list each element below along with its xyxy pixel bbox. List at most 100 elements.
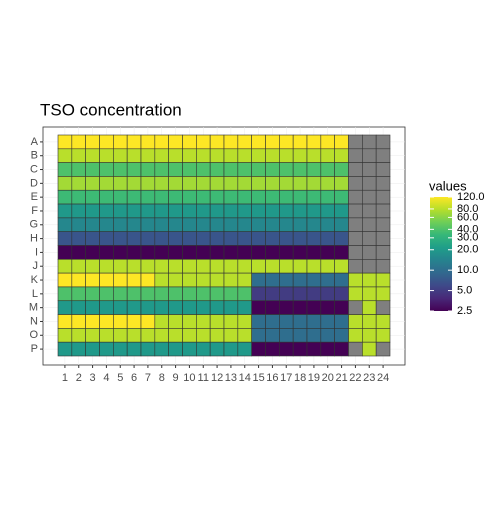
tile xyxy=(71,341,86,357)
tile xyxy=(168,203,183,219)
tile xyxy=(154,314,169,329)
tile xyxy=(196,134,211,150)
tile xyxy=(71,162,86,177)
tile xyxy=(348,286,363,302)
tile xyxy=(154,189,169,205)
tile xyxy=(113,203,128,219)
tile xyxy=(154,176,169,191)
tile xyxy=(209,286,225,302)
tile xyxy=(265,148,280,163)
tile xyxy=(223,203,239,219)
tile xyxy=(320,162,335,177)
tile xyxy=(251,148,266,163)
tile xyxy=(279,272,294,288)
tile xyxy=(85,231,100,246)
tile xyxy=(182,176,197,191)
tile xyxy=(362,189,377,205)
tile xyxy=(223,176,239,191)
tile xyxy=(57,189,73,205)
colorbar-label: 20.0 xyxy=(457,244,478,256)
tile xyxy=(71,189,86,205)
y-tick-label: G xyxy=(29,219,38,231)
tile xyxy=(223,300,239,315)
tile xyxy=(348,162,363,177)
tile xyxy=(209,328,225,343)
tile xyxy=(154,134,169,150)
tile xyxy=(140,189,156,205)
tile xyxy=(279,314,294,329)
tile xyxy=(334,245,349,260)
tile xyxy=(292,176,308,191)
tile xyxy=(292,203,308,219)
tile xyxy=(168,162,183,177)
tile xyxy=(140,148,156,163)
tile xyxy=(85,203,100,219)
tile xyxy=(251,328,266,343)
tile xyxy=(99,203,114,219)
tile xyxy=(154,148,169,163)
tile xyxy=(99,272,114,288)
y-tick-label: O xyxy=(29,329,38,341)
tile xyxy=(126,148,142,163)
tile xyxy=(334,217,349,232)
tile xyxy=(292,328,308,343)
x-tick-label: 7 xyxy=(145,372,151,384)
tile xyxy=(126,286,142,302)
tile xyxy=(71,245,86,260)
tile xyxy=(154,203,169,219)
tile xyxy=(182,314,197,329)
tile xyxy=(126,272,142,288)
tile xyxy=(292,189,308,205)
tile xyxy=(237,341,252,357)
tile xyxy=(375,300,391,315)
x-tick-label: 23 xyxy=(363,372,375,384)
x-tick-label: 10 xyxy=(183,372,195,384)
tile xyxy=(237,314,252,329)
tile xyxy=(154,286,169,302)
tile xyxy=(320,245,335,260)
tile xyxy=(362,203,377,219)
x-tick-label: 4 xyxy=(103,372,109,384)
tile xyxy=(209,162,225,177)
tile xyxy=(154,231,169,246)
tile xyxy=(348,259,363,274)
tile xyxy=(113,259,128,274)
tile xyxy=(237,300,252,315)
tile xyxy=(237,272,252,288)
tile xyxy=(168,259,183,274)
tile xyxy=(126,259,142,274)
tile xyxy=(71,286,86,302)
tile xyxy=(334,341,349,357)
x-tick-label: 17 xyxy=(280,372,292,384)
tile xyxy=(57,176,73,191)
tile xyxy=(279,134,294,150)
tile xyxy=(348,148,363,163)
tile xyxy=(71,314,86,329)
tile xyxy=(126,134,142,150)
tile xyxy=(196,217,211,232)
tile xyxy=(196,203,211,219)
tile xyxy=(306,341,322,357)
tile xyxy=(320,286,335,302)
tile xyxy=(182,148,197,163)
x-tick-label: 18 xyxy=(294,372,306,384)
tile xyxy=(126,231,142,246)
tile xyxy=(362,341,377,357)
tile xyxy=(348,328,363,343)
y-tick-label: D xyxy=(30,177,38,189)
colorbar-label: 10.0 xyxy=(457,264,478,276)
tile xyxy=(348,176,363,191)
tile xyxy=(182,286,197,302)
tile xyxy=(320,341,335,357)
tile xyxy=(237,148,252,163)
y-tick-label: L xyxy=(32,288,38,300)
tile xyxy=(375,328,391,343)
tile xyxy=(251,272,266,288)
tile xyxy=(140,134,156,150)
tile xyxy=(182,245,197,260)
tile xyxy=(113,341,128,357)
tile xyxy=(375,148,391,163)
tile xyxy=(126,203,142,219)
tile xyxy=(182,300,197,315)
tile xyxy=(209,134,225,150)
